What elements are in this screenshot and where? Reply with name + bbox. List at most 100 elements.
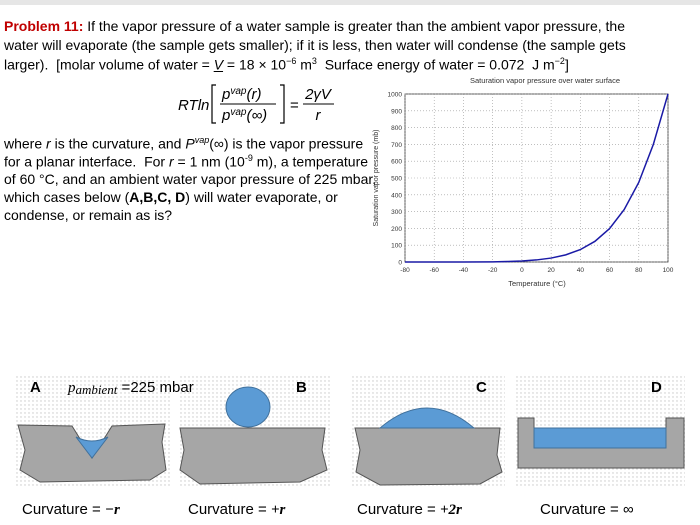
eq-equals: = [290, 97, 299, 114]
water-d [533, 427, 667, 449]
solid-b [179, 427, 328, 485]
text: for a planar interface. For [4, 153, 169, 170]
curvature-prefix: Curvature = [540, 501, 623, 518]
eq-lhs: RTln [178, 97, 209, 114]
eq-den: pvap(∞) [221, 107, 267, 124]
y-tick-label: 900 [391, 108, 402, 115]
y-tick-label: 300 [391, 209, 402, 216]
curvature-value: ∞ [623, 501, 634, 518]
text-line: for a planar interface. For r = 1 nm (10… [4, 153, 368, 170]
y-tick-label: 400 [391, 192, 402, 199]
text-line: condense, or remain as is? [4, 207, 172, 223]
x-tick-label: 100 [663, 267, 674, 274]
text: m [296, 56, 312, 73]
text: If the vapor pressure of a water sample … [83, 18, 625, 34]
y-axis-label: Saturation vapor pressure (mb) [373, 130, 380, 227]
water-a [75, 436, 109, 459]
curvature-value: +2r [440, 502, 462, 518]
problem-label: Problem 11: [4, 18, 84, 34]
y-tick-label: 500 [391, 176, 402, 183]
text: which cases below ( [4, 189, 130, 205]
eq-num-sup: vap [230, 86, 247, 97]
text: condense, or remain as is? [4, 207, 173, 223]
data-line [405, 93, 669, 263]
y-tick-label: 0 [398, 260, 402, 267]
text: r [46, 135, 51, 152]
eq-den-base: p [221, 107, 230, 124]
water-b [225, 386, 271, 428]
curvature-prefix: Curvature = [22, 501, 105, 518]
text: water will evaporate (the sample gets sm… [4, 37, 626, 53]
curvature-value: +r [271, 502, 286, 518]
panel-labels: A B C D [30, 379, 662, 396]
text: larger). [molar volume of water = [4, 56, 214, 73]
curvature-prefix: Curvature = [188, 501, 271, 518]
curvature-value: −r [105, 502, 120, 518]
water-c [378, 407, 476, 429]
solid-c [354, 427, 503, 486]
chart-title: Saturation vapor pressure over water sur… [470, 76, 620, 85]
text: ] [564, 56, 569, 73]
equation: RTln pvap(r) pvap(∞) = 2γV r [178, 84, 334, 124]
curvature-prefix: Curvature = [357, 501, 440, 518]
ambient-p: p [67, 380, 76, 396]
x-tick-label: 80 [635, 267, 643, 274]
y-tick-label: 800 [391, 125, 402, 132]
text: −6 [286, 56, 297, 66]
text: A,B,C, D [129, 189, 186, 205]
text: Surface energy of water = 0.072 J m [316, 56, 555, 73]
panel-label: C [476, 379, 487, 396]
x-axis-label: Temperature (°C) [508, 279, 566, 288]
y-tick-label: 200 [391, 226, 402, 233]
eq-den-arg: (∞) [246, 107, 267, 124]
eq-rhs-num: 2γV [304, 86, 333, 103]
text-line: where r is the curvature, and Pvap(∞) is… [4, 135, 363, 152]
panel-label: B [296, 379, 307, 396]
eq-rhs-den: r [316, 107, 322, 124]
eq-den-sup: vap [230, 107, 247, 118]
curvature: Curvature = ∞ [540, 501, 634, 518]
curvature: Curvature = −r [22, 501, 120, 518]
curvatures: Curvature = −r Curvature = +r Curvature … [22, 501, 634, 518]
text-line: of 60 °C, and an ambient water vapor pre… [4, 171, 376, 187]
eq-num-base: p [221, 86, 230, 103]
x-tick-label: -40 [459, 267, 469, 274]
text: = 18 × 10 [223, 56, 287, 73]
panel-label: A [30, 379, 41, 396]
y-tick-label: 700 [391, 142, 402, 149]
text: r [168, 153, 174, 170]
text: V [213, 56, 224, 73]
ambient-sub: ambient [76, 382, 118, 397]
x-tick-label: -60 [430, 267, 440, 274]
bracket [211, 84, 285, 124]
text: 3 [311, 56, 317, 66]
x-tick-label: 0 [520, 267, 524, 274]
text: ) will water evaporate, or [185, 189, 338, 205]
text: m), a temperature [252, 153, 369, 170]
x-tick-label: 20 [547, 267, 555, 274]
x-tick-label: -80 [400, 267, 410, 274]
curvature: Curvature = +2r [357, 501, 462, 518]
text-line: Problem 11: If the vapor pressure of a w… [4, 18, 625, 34]
top-bar [0, 0, 700, 5]
y-tick-label: 600 [391, 159, 402, 166]
text: -9 [244, 153, 253, 163]
text: −2 [554, 56, 565, 66]
text-line: water will evaporate (the sample gets sm… [4, 37, 626, 53]
text: where [4, 135, 47, 152]
y-tick-label: 1000 [388, 92, 403, 99]
text: = 1 nm (10 [173, 153, 245, 170]
x-tick-label: 60 [606, 267, 614, 274]
x-tick-label: -20 [488, 267, 498, 274]
ambient-pressure: pambient =225 mbar [67, 379, 194, 397]
ambient-value: =225 mbar [117, 379, 193, 396]
text-line: larger). [molar volume of water = V = 18… [4, 56, 569, 73]
panel-label: D [651, 379, 662, 396]
text-line: which cases below (A,B,C, D) will water … [4, 189, 338, 205]
text: is the curvature, and [50, 135, 186, 152]
text: of 60 °C, and an ambient water vapor pre… [4, 171, 377, 187]
chart: Saturation vapor pressure over water sur… [373, 76, 674, 288]
eq-num-arg: (r) [246, 86, 261, 103]
